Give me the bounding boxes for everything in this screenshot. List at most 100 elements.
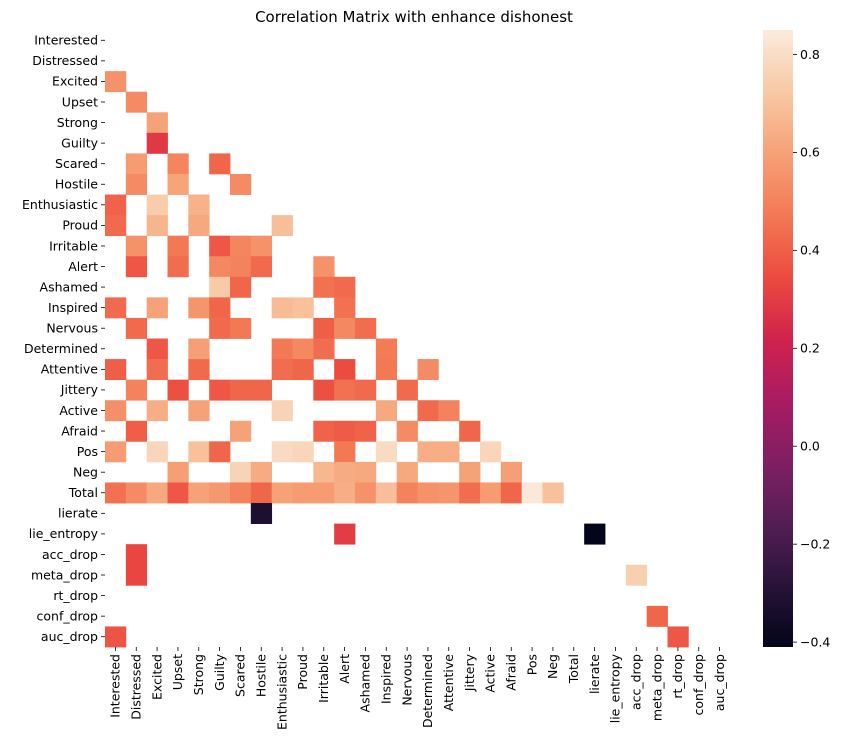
heatmap-cell — [230, 235, 252, 257]
y-tick-label: Attentive — [41, 362, 99, 377]
heatmap-cell — [188, 194, 210, 216]
x-tick-label: Neg — [545, 654, 560, 679]
x-tick-label: Afraid — [504, 654, 519, 691]
x-tick-label: Attentive — [441, 654, 456, 712]
heatmap-cell — [230, 317, 252, 339]
heatmap-cell — [334, 379, 356, 401]
y-tick-label: Pos — [77, 444, 98, 459]
heatmap-cell — [230, 461, 252, 483]
heatmap-cell — [125, 173, 148, 195]
heatmap-cell — [146, 297, 168, 319]
heatmap-cell — [313, 461, 335, 483]
x-tick-label: Alert — [337, 654, 352, 684]
heatmap-cell — [167, 461, 189, 483]
heatmap-cell — [459, 461, 481, 483]
heatmap-cell — [209, 153, 231, 175]
heatmap-cell — [375, 441, 398, 463]
heatmap-cell — [209, 441, 231, 463]
y-tick-label: Distressed — [32, 53, 98, 68]
x-tick-label: Distressed — [129, 654, 144, 720]
colorbar-tick-label: −0.2 — [800, 536, 830, 551]
heatmap-cell — [230, 379, 252, 401]
heatmap-cell — [459, 420, 481, 442]
y-tick-label: rt_drop — [53, 588, 98, 603]
x-tick-label: Irritable — [316, 654, 331, 703]
heatmap-cell — [125, 482, 148, 504]
heatmap-cell — [271, 359, 293, 381]
heatmap-cell — [105, 71, 127, 93]
y-tick-label: Alert — [68, 259, 98, 274]
heatmap-cell — [209, 482, 231, 504]
x-tick-label: Determined — [420, 654, 435, 728]
heatmap-cell — [146, 441, 168, 463]
x-tick-label: Hostile — [254, 654, 269, 697]
y-tick-label: Neg — [73, 464, 98, 479]
y-tick-label: acc_drop — [42, 547, 98, 562]
heatmap-cell — [167, 173, 189, 195]
heatmap-cell — [313, 420, 335, 442]
heatmap-cell — [480, 441, 502, 463]
heatmap-cell — [250, 482, 273, 504]
heatmap-cell — [105, 441, 127, 463]
heatmap-cell — [167, 235, 189, 257]
y-tick-label: Excited — [52, 74, 98, 89]
x-tick-label: Guilty — [212, 653, 227, 690]
heatmap-cell — [292, 482, 314, 504]
heatmap-cell — [313, 256, 335, 278]
y-tick-label: Total — [68, 485, 98, 500]
colorbar-tick-label: 0.2 — [800, 341, 820, 356]
x-tick-label: conf_drop — [691, 654, 706, 716]
y-tick-label: Upset — [62, 94, 98, 109]
y-tick-label: Scared — [55, 156, 98, 171]
colorbar-tick-label: 0.0 — [800, 439, 820, 454]
y-tick-label: Afraid — [61, 423, 98, 438]
y-tick-label: Determined — [24, 341, 98, 356]
heatmap-cell — [105, 482, 127, 504]
heatmap-cell — [521, 482, 543, 504]
heatmap-cell — [167, 379, 189, 401]
heatmap-cell — [271, 297, 293, 319]
y-axis: Interested Distressed Excited Upset Strong Gu… — [22, 33, 105, 644]
colorbar-tick-label: 0.6 — [800, 145, 820, 160]
heatmap-cell — [105, 297, 127, 319]
heatmap-cell — [375, 482, 398, 504]
heatmap-cell — [146, 482, 168, 504]
heatmap-cell — [292, 359, 314, 381]
heatmap-cell — [188, 297, 210, 319]
heatmap-cell — [188, 359, 210, 381]
heatmap-cell — [438, 400, 460, 422]
y-tick-label: auc_drop — [41, 629, 98, 644]
x-tick-label: Interested — [108, 654, 123, 718]
heatmap-cell — [334, 359, 356, 381]
heatmap-cell — [146, 194, 168, 216]
heatmap-cell — [271, 338, 293, 360]
colorbar-tick-label: 0.4 — [800, 243, 820, 258]
heatmap-cell — [417, 441, 439, 463]
x-tick-label: Enthusiastic — [274, 654, 289, 730]
heatmap-cell — [438, 441, 460, 463]
heatmap-cell — [646, 605, 668, 627]
y-tick-label: Jittery — [60, 382, 99, 397]
heatmap-cell — [271, 215, 293, 237]
heatmap-cell — [313, 317, 335, 339]
x-tick-label: rt_drop — [670, 654, 685, 699]
heatmap-cell — [250, 503, 273, 524]
x-tick-label: acc_drop — [629, 654, 644, 710]
heatmap-cell — [146, 338, 168, 360]
heatmap-cell — [396, 461, 418, 483]
x-tick-label: Strong — [191, 654, 206, 695]
heatmap-cell — [396, 482, 418, 504]
heatmap-cell — [334, 461, 356, 483]
colorbar: 0.8 0.6 0.4 0.2 0.0 −0.2 −0.4 — [763, 30, 830, 649]
heatmap-cell — [125, 235, 148, 257]
heatmap-cells — [105, 71, 689, 648]
heatmap-cell — [334, 482, 356, 504]
heatmap-cell — [313, 482, 335, 504]
y-tick-label: Guilty — [61, 135, 98, 150]
y-tick-label: Active — [59, 403, 98, 418]
colorbar-tick-label: −0.4 — [800, 634, 830, 649]
heatmap-cell — [230, 420, 252, 442]
x-tick-label: Scared — [233, 654, 248, 697]
heatmap-cell — [188, 400, 210, 422]
